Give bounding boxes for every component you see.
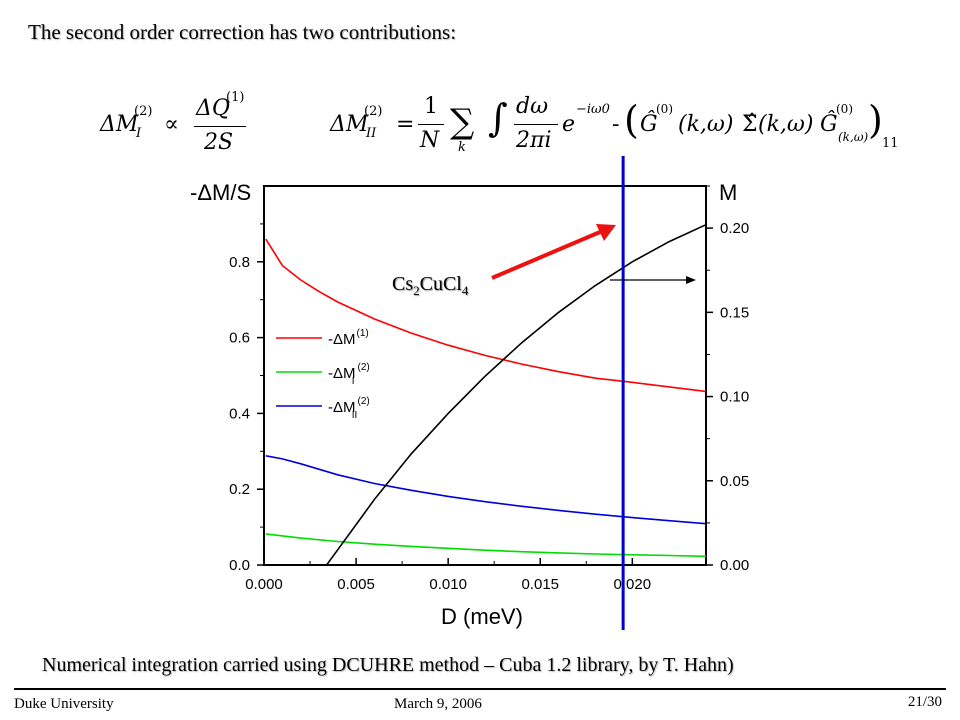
series-line-1 bbox=[265, 533, 707, 558]
formula-left-numerator-sup: (1) bbox=[226, 90, 245, 105]
legend-label: -ΔM (2) II bbox=[328, 396, 370, 421]
formula-right-dw-den: 2πi bbox=[516, 128, 552, 153]
y-right-tick-label: 0.15 bbox=[720, 304, 749, 321]
formula-left-lhs-sup: (2) bbox=[134, 104, 153, 119]
formula-right-sum-sign: ∑ bbox=[450, 102, 475, 142]
footer-page-number: 21/30 bbox=[907, 694, 942, 710]
formula-right-dw: dω bbox=[516, 94, 549, 119]
formula-right-close-paren: ) bbox=[868, 98, 883, 142]
y-right-tick-label: 0.10 bbox=[720, 389, 749, 406]
y-right-axis-label: M bbox=[719, 180, 737, 205]
formula-right-frac-bar bbox=[418, 124, 444, 125]
formula-right-dw-bar bbox=[514, 124, 558, 125]
formula-second-contribution: ΔM (2) II = 1 N ∑ k ∫ dω 2πi e −iω0 - ( … bbox=[330, 90, 900, 160]
formula-left-lhs: ΔM bbox=[100, 112, 139, 137]
formula-right-g1: Ĝ bbox=[640, 112, 658, 137]
formula-right-open-paren: ( bbox=[624, 98, 639, 142]
y-left-axis-label: -ΔM/S bbox=[190, 180, 251, 205]
formula-right-sigma-args: (k,ω) bbox=[758, 112, 814, 137]
footer-date: March 9, 2006 bbox=[394, 696, 482, 712]
formula-first-contribution: ΔM (2) I ∝ ΔQ (1) 2S bbox=[100, 90, 260, 156]
formula-left-fraction-bar bbox=[194, 126, 246, 127]
formula-right-exp-power: −iω0 bbox=[576, 102, 610, 117]
footnote: Numerical integration carried using DCUH… bbox=[42, 654, 734, 676]
formula-right-dash: - bbox=[612, 112, 620, 137]
y-right-tick-label: 0.05 bbox=[720, 473, 749, 490]
formula-right-sigma: Σ̂ bbox=[742, 112, 758, 137]
legend-label: -ΔM(1) bbox=[328, 328, 369, 348]
formula-right-equals: = bbox=[396, 112, 415, 137]
formula-right-lhs-sup: (2) bbox=[364, 104, 383, 119]
legend-label: -ΔM (2) I bbox=[328, 362, 370, 387]
formula-right-lhs: ΔM bbox=[330, 112, 369, 137]
x-axis-label: D (meV) bbox=[441, 604, 523, 629]
series-line-0 bbox=[265, 238, 707, 393]
formula-right-frac-num: 1 bbox=[424, 94, 438, 119]
y-left-tick-label: 0.8 bbox=[229, 254, 250, 271]
x-tick-label: 0.015 bbox=[521, 576, 559, 593]
material-label: Cs2CuCl4 bbox=[392, 273, 469, 298]
formula-right-exp-base: e bbox=[562, 112, 576, 137]
y-right-tick-label: 0.00 bbox=[720, 557, 749, 574]
right-axis-arrow-head bbox=[686, 276, 696, 284]
formula-right-g1-sup: (0) bbox=[656, 102, 673, 116]
y-left-tick-label: 0.2 bbox=[229, 481, 250, 498]
formula-right-g1-args: (k,ω) bbox=[678, 112, 734, 137]
y-left-tick-label: 0.0 bbox=[229, 557, 250, 574]
formula-right-sum-index: k bbox=[458, 140, 466, 155]
series-line-3 bbox=[325, 223, 707, 566]
red-arrow-shaft bbox=[491, 230, 601, 280]
y-left-tick-label: 0.6 bbox=[229, 330, 250, 347]
x-tick-label: 0.005 bbox=[337, 576, 375, 593]
red-arrow-head bbox=[596, 224, 616, 241]
formula-left-lhs-sub: I bbox=[136, 126, 142, 141]
x-tick-label: 0.000 bbox=[245, 576, 283, 593]
formula-right-frac-den: N bbox=[420, 128, 440, 153]
formula-right-g2-args: (k,ω) bbox=[838, 130, 869, 144]
formula-right-integral-sign: ∫ bbox=[488, 96, 508, 140]
formula-right-lhs-sub: II bbox=[366, 126, 377, 141]
y-right-tick-label: 0.20 bbox=[720, 220, 749, 237]
footer-institution: Duke University bbox=[14, 696, 114, 712]
formula-left-denominator: 2S bbox=[204, 130, 234, 155]
x-tick-label: 0.010 bbox=[429, 576, 467, 593]
formula-left-relation: ∝ bbox=[164, 112, 179, 137]
formula-left-numerator: ΔQ bbox=[196, 96, 230, 121]
formula-right-g2-sup: (0) bbox=[836, 102, 853, 116]
formula-right-g2: Ĝ bbox=[820, 112, 838, 137]
formula-right-outer-sub: 11 bbox=[882, 136, 899, 151]
y-left-tick-label: 0.4 bbox=[229, 405, 250, 422]
x-tick-label: 0.020 bbox=[614, 576, 652, 593]
footer-rule bbox=[14, 688, 946, 690]
series-line-2 bbox=[265, 455, 707, 525]
slide-heading: The second order correction has two cont… bbox=[28, 20, 457, 44]
